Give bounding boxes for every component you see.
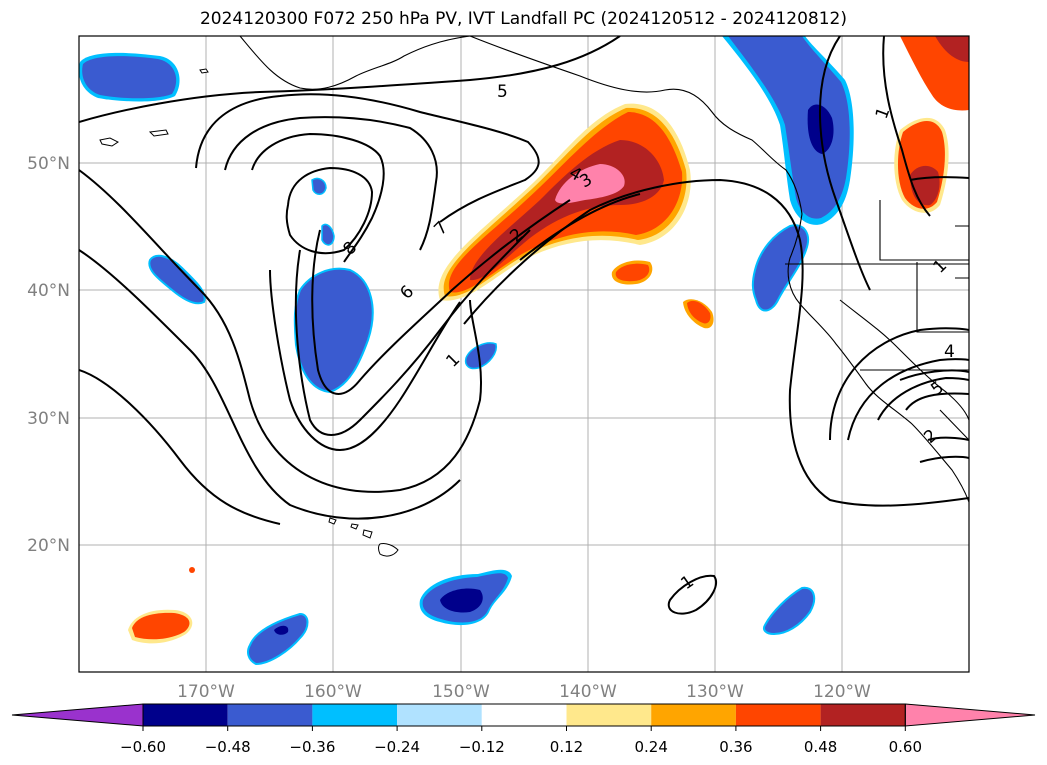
colorbar-tick-label: −0.12: [459, 738, 505, 756]
contour-label: 5: [497, 82, 508, 102]
colorbar-tick-label: −0.24: [374, 738, 420, 756]
ivt-negative-anomaly: [79, 36, 854, 666]
coastlines: [239, 36, 969, 503]
lon-label: 130°W: [686, 682, 744, 702]
colorbar-segment: [735, 704, 821, 726]
map-title: 2024120300 F072 250 hPa PV, IVT Landfall…: [199, 9, 847, 29]
lon-label: 140°W: [559, 682, 617, 702]
pv-contours: [79, 36, 969, 615]
lon-label: 170°W: [177, 682, 235, 702]
lat-label: 40°N: [27, 281, 70, 301]
colorbar-segment: [312, 704, 398, 726]
colorbar-segment: [143, 704, 228, 726]
colorbar-extend-high: [904, 703, 1036, 727]
gridlines: [79, 36, 969, 672]
longitude-labels: 170°W 160°W 150°W 140°W 130°W 120°W: [177, 682, 871, 702]
colorbar-tick-label: 0.12: [550, 738, 583, 756]
colorbar-outline: [142, 703, 906, 727]
islands: [99, 68, 399, 557]
colorbar-tick-label: 0.24: [634, 738, 667, 756]
colorbar-tick-label: −0.60: [120, 738, 166, 756]
colorbar-tick-label: 0.36: [719, 738, 752, 756]
lon-label: 160°W: [304, 682, 362, 702]
colorbar-extend-low: [11, 703, 144, 727]
latitude-labels: 50°N 40°N 30°N 20°N: [27, 154, 70, 556]
lat-label: 50°N: [27, 154, 70, 174]
colorbar-segment: [651, 704, 736, 726]
lat-label: 30°N: [27, 409, 70, 429]
lon-label: 120°W: [813, 682, 871, 702]
colorbar-segment: [820, 704, 906, 726]
ivt-positive-anomaly-small: [128, 36, 969, 644]
colorbar-tick-label: 0.60: [889, 738, 922, 756]
colorbar-segment: [481, 704, 567, 726]
contour-label: 4: [944, 342, 955, 362]
colorbar-tick-label: 0.48: [804, 738, 837, 756]
lat-label: 20°N: [27, 536, 70, 556]
colorbar-segment: [227, 704, 313, 726]
colorbar-segment: [566, 704, 652, 726]
colorbar-tick-label: −0.36: [289, 738, 335, 756]
colorbar-tick-label: −0.48: [205, 738, 251, 756]
colorbar-segment: [397, 704, 482, 726]
colorbar: −0.60 −0.48 −0.36 −0.24 −0.12 0.12 0.24 0.36 0.4…: [11, 703, 1036, 756]
map-frame: [78, 35, 970, 673]
lon-label: 150°W: [432, 682, 490, 702]
